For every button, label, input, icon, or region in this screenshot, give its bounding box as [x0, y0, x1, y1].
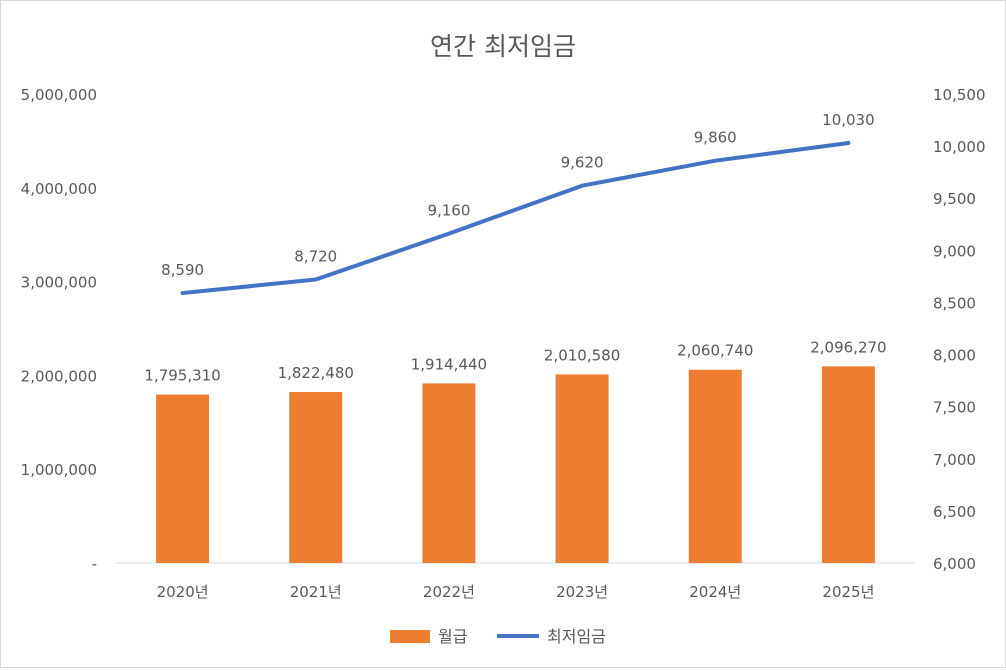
bar-data-label: 1,822,480 — [278, 364, 354, 382]
legend-label: 월급 — [438, 627, 467, 646]
x-tick-label: 2021년 — [290, 583, 342, 601]
bar-data-label: 1,914,440 — [411, 355, 487, 373]
x-tick-label: 2024년 — [689, 583, 741, 601]
bar-data-label: 2,060,740 — [677, 342, 753, 360]
bar-data-label: 2,096,270 — [810, 338, 886, 356]
y-left-tick-label: 1,000,000 — [21, 461, 97, 479]
bar — [422, 383, 475, 563]
y-left-tick-label: 4,000,000 — [21, 180, 97, 198]
bar-data-label: 2,010,580 — [544, 346, 620, 364]
x-tick-label: 2023년 — [556, 583, 608, 601]
y-left-tick-label: 2,000,000 — [21, 367, 97, 385]
chart-title: 연간 최저임금 — [430, 32, 576, 61]
line-data-label: 8,720 — [294, 248, 337, 266]
y-left-tick-label: 3,000,000 — [21, 274, 97, 292]
legend-swatch-bar — [390, 630, 430, 643]
y-right-tick-label: 7,000 — [933, 451, 976, 469]
y-left-tick-label: - — [92, 555, 97, 573]
line-series — [183, 143, 849, 293]
line-data-label: 9,860 — [694, 129, 737, 147]
y-right-tick-label: 6,500 — [933, 503, 976, 521]
bar — [289, 392, 342, 563]
legend-label: 최저임금 — [547, 627, 606, 646]
y-right-tick-label: 8,500 — [933, 294, 976, 312]
bar — [156, 395, 209, 563]
y-right-tick-label: 6,000 — [933, 555, 976, 573]
line-data-label: 10,030 — [822, 111, 875, 129]
x-tick-label: 2022년 — [423, 583, 475, 601]
line-data-label: 9,620 — [561, 154, 604, 172]
y-right-tick-label: 9,000 — [933, 242, 976, 260]
line-data-label: 9,160 — [427, 202, 470, 220]
line-data-label: 8,590 — [161, 261, 204, 279]
y-right-tick-label: 8,000 — [933, 347, 976, 365]
y-right-tick-label: 9,500 — [933, 190, 976, 208]
y-right-tick-label: 7,500 — [933, 399, 976, 417]
bar — [556, 374, 609, 563]
x-tick-label: 2025년 — [822, 583, 874, 601]
y-left-tick-label: 5,000,000 — [21, 86, 97, 104]
bar — [822, 366, 875, 563]
y-right-tick-label: 10,500 — [933, 86, 986, 104]
x-tick-label: 2020년 — [157, 583, 209, 601]
y-right-tick-label: 10,000 — [933, 138, 986, 156]
bar — [689, 370, 742, 563]
bar-data-label: 1,795,310 — [144, 367, 220, 385]
